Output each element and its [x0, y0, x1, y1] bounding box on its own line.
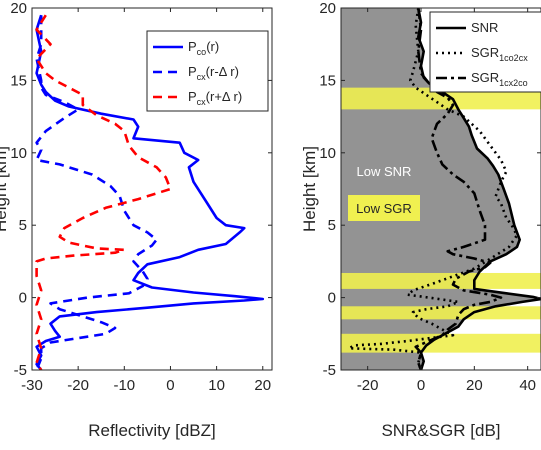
legend-name-rest: (r): [206, 39, 219, 54]
legend-name-rest: (r+Δ r): [206, 89, 243, 104]
legend-name-main: SGR: [471, 45, 499, 60]
low-snr-label-box: [348, 158, 420, 184]
legend-name-main: SNR: [471, 20, 498, 35]
x-axis-label: SNR&SGR [dB]: [381, 421, 500, 440]
x-tick-label: 40: [519, 377, 536, 394]
chart-panel-left: -30 -20 -10 0 10 20 -5 0 5 10 15 20 Reflectivity [dB…: [0, 0, 273, 440]
legend-name-sub: cx: [197, 72, 207, 82]
legend-box: [146, 30, 269, 112]
y-tick-label: -5: [14, 362, 27, 379]
chart-panel-right: -20 0 20 40 -5 0 5 10 15 20 SNR&SGR [dB] Height [km…: [300, 0, 541, 440]
legend-name-sub: 1co2cx: [499, 53, 528, 63]
y-tick-label: 5: [19, 217, 27, 234]
y-tick-label: 10: [319, 145, 336, 162]
x-tick-label: -10: [113, 377, 135, 394]
y-axis-label: Height [km]: [0, 146, 10, 232]
series-line-2: [414, 8, 503, 370]
low-snr-label: Low SNR: [357, 164, 412, 179]
y-tick-label: 10: [10, 145, 27, 162]
plot-area: [35, 14, 265, 370]
x-tick-label: 10: [208, 377, 225, 394]
axes-box: [340, 7, 541, 371]
region-labels: Low SNR Low SGR: [348, 158, 420, 221]
y-tick-label: 15: [10, 72, 27, 89]
y-tick-label: 20: [10, 0, 27, 17]
low-sgr-band-3: [341, 333, 541, 353]
x-tick-label: 0: [417, 377, 425, 394]
legend-entry-2: SGR1cx2co: [471, 70, 528, 88]
legend-name-main: P: [188, 64, 197, 79]
y-tick-label: 0: [19, 290, 27, 307]
legend-name-main: P: [188, 89, 197, 104]
legend-name-sub: 1cx2co: [499, 78, 528, 88]
x-tick-label: -30: [21, 377, 43, 394]
y-tick-label: 0: [328, 290, 336, 307]
series-line-0: [35, 14, 265, 370]
low-sgr-label: Low SGR: [356, 201, 412, 216]
legend-entry-0: Pco(r): [188, 39, 219, 57]
legend-name-rest: (r-Δ r): [206, 64, 239, 79]
low-sgr-band-0: [341, 87, 541, 110]
y-axis-label: Height [km]: [300, 146, 319, 232]
y-tick-label: 5: [328, 217, 336, 234]
series-line-1: [35, 15, 158, 370]
x-tick-label: 20: [254, 377, 271, 394]
y-tick-label: 15: [319, 72, 336, 89]
legend-name-main: P: [188, 39, 197, 54]
y-tick-label: -5: [323, 362, 336, 379]
legend-name-sub: co: [197, 47, 207, 57]
low-sgr-label-box: [348, 195, 420, 221]
series-line-2: [35, 14, 172, 370]
x-tick-label: 0: [166, 377, 174, 394]
series-line-1: [347, 8, 519, 370]
legend-entry-1: SGR1co2cx: [471, 45, 528, 63]
x-tick-label: -20: [357, 377, 379, 394]
x-axis-label: Reflectivity [dBZ]: [88, 421, 216, 440]
legend-name-main: SGR: [471, 70, 499, 85]
legend-entry-1: Pcx(r-Δ r): [188, 64, 239, 82]
axes-box: [31, 7, 273, 371]
low-sgr-band-1: [341, 272, 541, 289]
low-sgr-band-2: [341, 306, 541, 320]
x-tick-label: 20: [466, 377, 483, 394]
legend-entry-0: SNR: [471, 20, 498, 35]
y-tick-label: 20: [319, 0, 336, 17]
x-tick-label: -20: [67, 377, 89, 394]
legend-name-sub: cx: [197, 97, 207, 107]
legend: Pco(r)Pcx(r-Δ r)Pcx(r+Δ r): [146, 30, 269, 112]
legend-entry-2: Pcx(r+Δ r): [188, 89, 242, 107]
